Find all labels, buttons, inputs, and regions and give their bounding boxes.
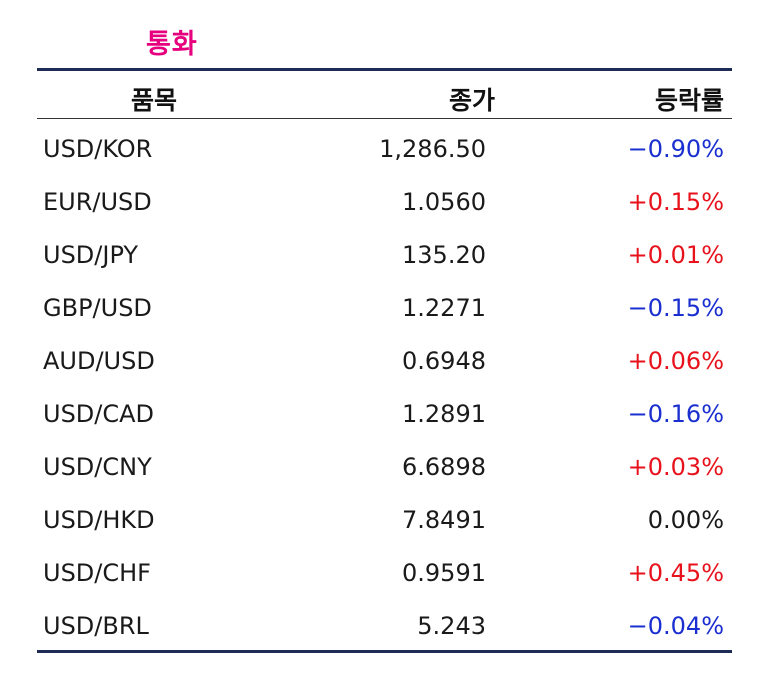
cell-item: USD/HKD (43, 506, 155, 534)
cell-close: 0.9591 (402, 559, 486, 587)
cell-close: 1,286.50 (379, 135, 486, 163)
cell-change: +0.15% (627, 188, 724, 216)
cell-item: USD/CHF (43, 559, 151, 587)
table-body: USD/KOR 1,286.50 −0.90% EUR/USD 1.0560 +… (37, 124, 732, 654)
cell-change: −0.04% (627, 612, 724, 640)
table-row: USD/KOR 1,286.50 −0.90% (37, 124, 732, 177)
cell-change: +0.45% (627, 559, 724, 587)
header-item: 품목 (131, 86, 178, 115)
top-rule (37, 68, 732, 71)
table-header: 품목 종가 등락률 (37, 71, 732, 118)
table-row: USD/BRL 5.243 −0.04% (37, 601, 732, 654)
cell-item: USD/CAD (43, 400, 155, 428)
cell-close: 6.6898 (402, 453, 486, 481)
cell-item: EUR/USD (43, 188, 152, 216)
cell-close: 135.20 (402, 241, 486, 269)
cell-item: USD/BRL (43, 612, 149, 640)
table-row: USD/CAD 1.2891 −0.16% (37, 389, 732, 442)
header-close: 종가 (448, 86, 495, 115)
cell-close: 1.2271 (402, 294, 486, 322)
cell-change: −0.15% (627, 294, 724, 322)
cell-item: USD/CNY (43, 453, 152, 481)
cell-item: USD/KOR (43, 135, 153, 163)
cell-item: GBP/USD (43, 294, 152, 322)
cell-item: USD/JPY (43, 241, 139, 269)
cell-change: 0.00% (647, 506, 724, 534)
table-row: USD/HKD 7.8491 0.00% (37, 495, 732, 548)
cell-close: 7.8491 (402, 506, 486, 534)
table-row: USD/CHF 0.9591 +0.45% (37, 548, 732, 601)
cell-change: +0.06% (627, 347, 724, 375)
cell-change: +0.01% (627, 241, 724, 269)
cell-close: 0.6948 (402, 347, 486, 375)
header-rule (37, 118, 732, 119)
table-title: 통화 (146, 29, 198, 60)
cell-close: 1.0560 (402, 188, 486, 216)
cell-change: −0.90% (627, 135, 724, 163)
table-row: EUR/USD 1.0560 +0.15% (37, 177, 732, 230)
table-row: USD/CNY 6.6898 +0.03% (37, 442, 732, 495)
table-row: GBP/USD 1.2271 −0.15% (37, 283, 732, 336)
cell-item: AUD/USD (43, 347, 155, 375)
cell-close: 5.243 (417, 612, 486, 640)
cell-change: +0.03% (627, 453, 724, 481)
cell-close: 1.2891 (402, 400, 486, 428)
table-row: USD/JPY 135.20 +0.01% (37, 230, 732, 283)
cell-change: −0.16% (627, 400, 724, 428)
bottom-rule (37, 650, 732, 653)
header-change: 등락률 (654, 86, 724, 115)
table-row: AUD/USD 0.6948 +0.06% (37, 336, 732, 389)
